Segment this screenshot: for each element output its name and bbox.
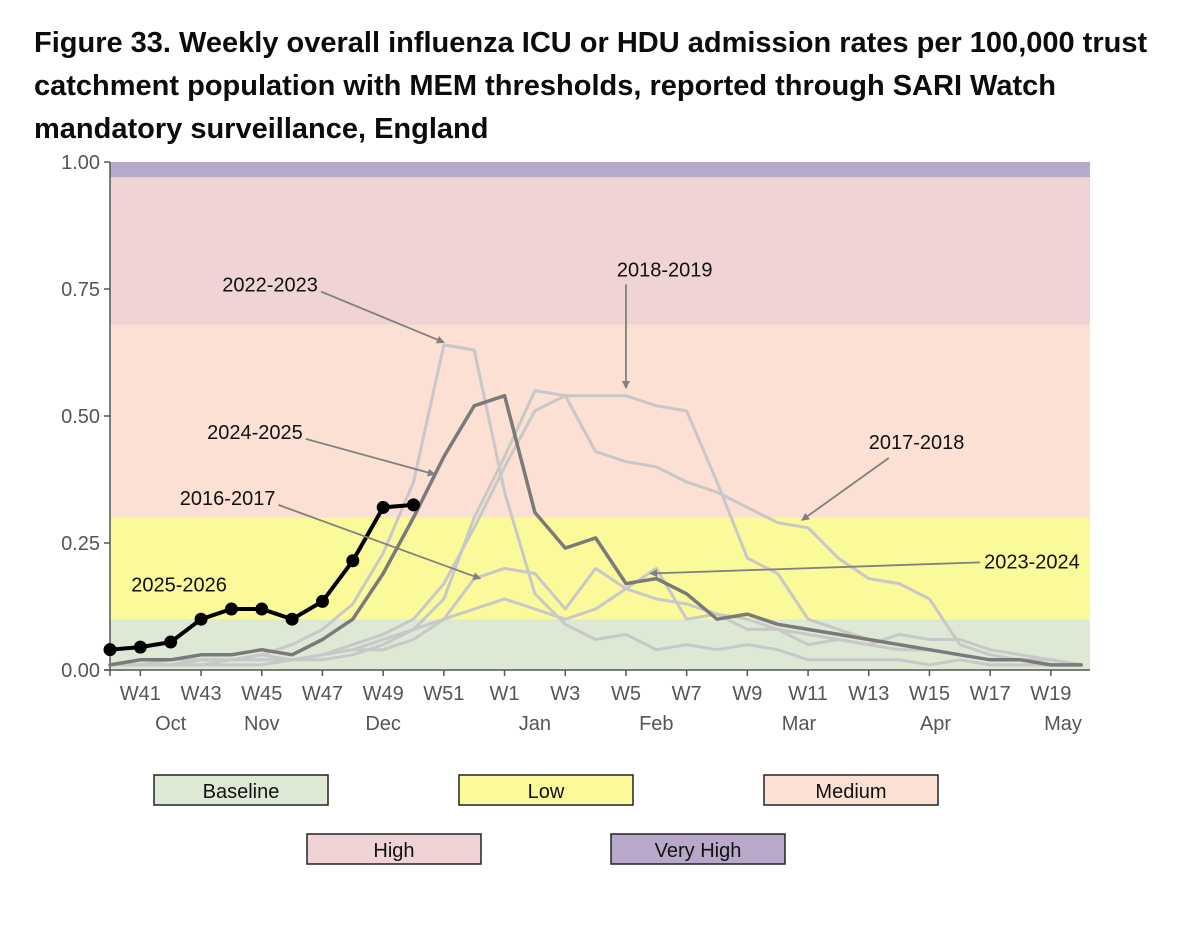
legend-label-baseline: Baseline (203, 781, 280, 803)
legend-label-very-high: Very High (655, 840, 742, 862)
y-tick-label: 0.75 (61, 279, 100, 301)
annotation-2016-2017: 2016-2017 (180, 488, 276, 510)
x-tick-label: W7 (672, 683, 702, 705)
series-point-2025-2026 (224, 602, 238, 616)
month-label: Jan (519, 713, 551, 735)
month-label: Mar (782, 713, 817, 735)
band-medium (110, 324, 1090, 518)
legend-label-medium: Medium (815, 781, 886, 803)
annotation-arrow-2017-2018 (801, 457, 890, 521)
x-tick-label: W11 (788, 683, 828, 705)
x-tick-label: W13 (848, 683, 889, 705)
annotation-arrow-2022-2023 (320, 290, 445, 344)
y-tick-label: 0.50 (61, 406, 100, 428)
series-point-2025-2026 (194, 612, 208, 626)
y-tick-label: 0.25 (61, 533, 100, 555)
series-point-2025-2026 (346, 554, 360, 568)
month-label: Oct (155, 713, 187, 735)
legend-swatch-high (306, 833, 482, 865)
annotation-2018-2019: 2018-2019 (617, 259, 713, 281)
series-point-2025-2026 (255, 602, 269, 616)
threshold-legend: Baseline Low Medium High Very High (153, 774, 939, 865)
series-point-2025-2026 (315, 594, 329, 608)
x-tick-label: W47 (302, 683, 343, 705)
x-tick-label: W45 (241, 683, 282, 705)
x-tick-label: W5 (611, 683, 641, 705)
x-tick-label: W49 (363, 683, 404, 705)
band-low (110, 517, 1090, 620)
x-tick-label: W1 (490, 683, 520, 705)
annotation-2025-2026: 2025-2026 (131, 574, 227, 596)
annotation-arrow-2016-2017 (278, 504, 482, 580)
x-tick-label: W51 (423, 683, 464, 705)
x-tick-label: W9 (732, 683, 762, 705)
legend-swatch-baseline (153, 774, 329, 806)
band-high (110, 177, 1090, 325)
x-tick-label: W19 (1030, 683, 1071, 705)
month-label: Nov (244, 713, 280, 735)
y-tick-label: 0.00 (61, 660, 100, 682)
legend-swatch-medium (763, 774, 939, 806)
series-point-2025-2026 (285, 612, 299, 626)
month-label: Feb (639, 713, 673, 735)
x-axis: W41 W43 W45 W47 W49 W51 W1 W3 W5 W7 W9 W11 W13 W15 W17… (104, 669, 1090, 735)
month-label: Dec (365, 713, 401, 735)
legend-label-high: High (373, 840, 414, 862)
legend-swatch-low (458, 774, 634, 806)
annotation-2023-2024: 2023-2024 (984, 551, 1080, 573)
annotation-arrow-2024-2025 (305, 437, 436, 477)
threshold-bands (110, 162, 1090, 670)
y-axis: 0.00 0.25 0.50 0.75 1.00 (61, 152, 111, 682)
series-point-2025-2026 (133, 640, 147, 654)
series-point-2025-2026 (407, 498, 420, 512)
annotation-2017-2018: 2017-2018 (869, 432, 965, 454)
band-very-high (110, 162, 1090, 178)
legend-swatch-very-high (610, 833, 786, 865)
x-tick-label: W3 (550, 683, 580, 705)
series-line-2024-2025 (108, 393, 1083, 667)
y-tick-label: 1.00 (61, 152, 100, 174)
x-tick-label: W43 (180, 683, 221, 705)
annotation-2024-2025: 2024-2025 (207, 422, 303, 444)
season-lines (103, 343, 1083, 667)
figure-title: Figure 33. Weekly overall influenza ICU … (34, 27, 1148, 145)
x-tick-label: W17 (970, 683, 1011, 705)
annotation-2022-2023: 2022-2023 (222, 275, 318, 297)
legend-label-low: Low (528, 781, 565, 803)
x-tick-label: W41 (120, 683, 161, 705)
season-annotations: 2025-2026 2022-2023 2018-2019 2024-2025 2016… (131, 259, 1079, 596)
series-point-2025-2026 (164, 635, 178, 649)
x-tick-label: W15 (909, 683, 950, 705)
series-line-2023-2024 (108, 566, 1083, 667)
series-point-2025-2026 (103, 643, 117, 657)
month-label: Apr (920, 713, 951, 735)
series-line-2017-2018 (108, 394, 1083, 667)
annotation-arrow-2023-2024 (649, 561, 981, 578)
month-label: May (1044, 713, 1082, 735)
series-point-2025-2026 (376, 500, 390, 514)
